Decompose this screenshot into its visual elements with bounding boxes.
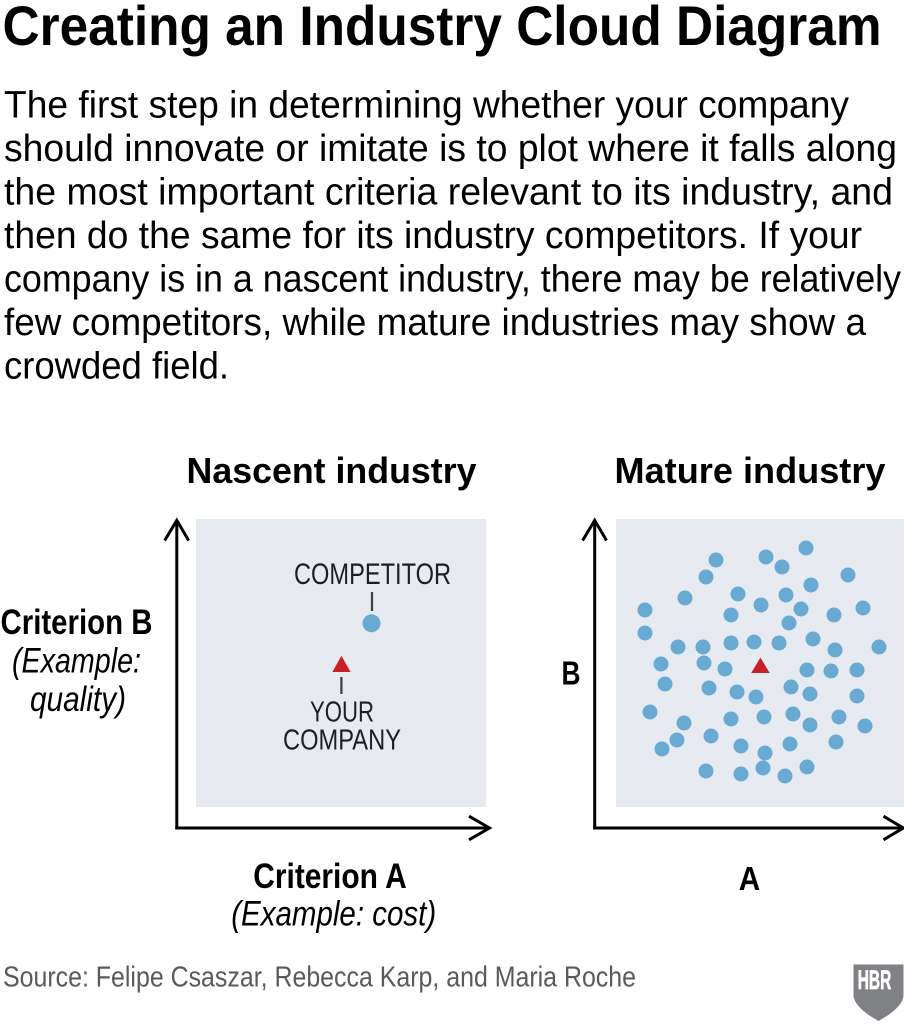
- svg-text:Source: Felipe Csaszar, Rebecc: Source: Felipe Csaszar, Rebecca Karp, an…: [3, 962, 636, 994]
- svg-text:Nascent industry: Nascent industry: [187, 450, 477, 491]
- svg-text:COMPANY: COMPANY: [283, 724, 401, 756]
- svg-text:quality): quality): [30, 680, 126, 719]
- svg-text:A: A: [739, 860, 761, 897]
- svg-text:Creating an Industry Cloud Dia: Creating an Industry Cloud Diagram: [3, 0, 882, 57]
- svg-text:Criterion B: Criterion B: [1, 602, 153, 642]
- svg-text:(Example:: (Example:: [12, 642, 141, 681]
- svg-text:The first step in determining: The first step in determining whether yo…: [4, 84, 904, 388]
- svg-text:Mature industry: Mature industry: [615, 450, 886, 491]
- svg-text:COMPETITOR: COMPETITOR: [294, 558, 451, 591]
- svg-text:B: B: [562, 655, 581, 692]
- svg-text:HBR: HBR: [858, 965, 892, 995]
- svg-text:Criterion A: Criterion A: [253, 856, 407, 896]
- svg-text:(Example: cost): (Example: cost): [231, 895, 436, 934]
- svg-text:YOUR: YOUR: [310, 696, 374, 728]
